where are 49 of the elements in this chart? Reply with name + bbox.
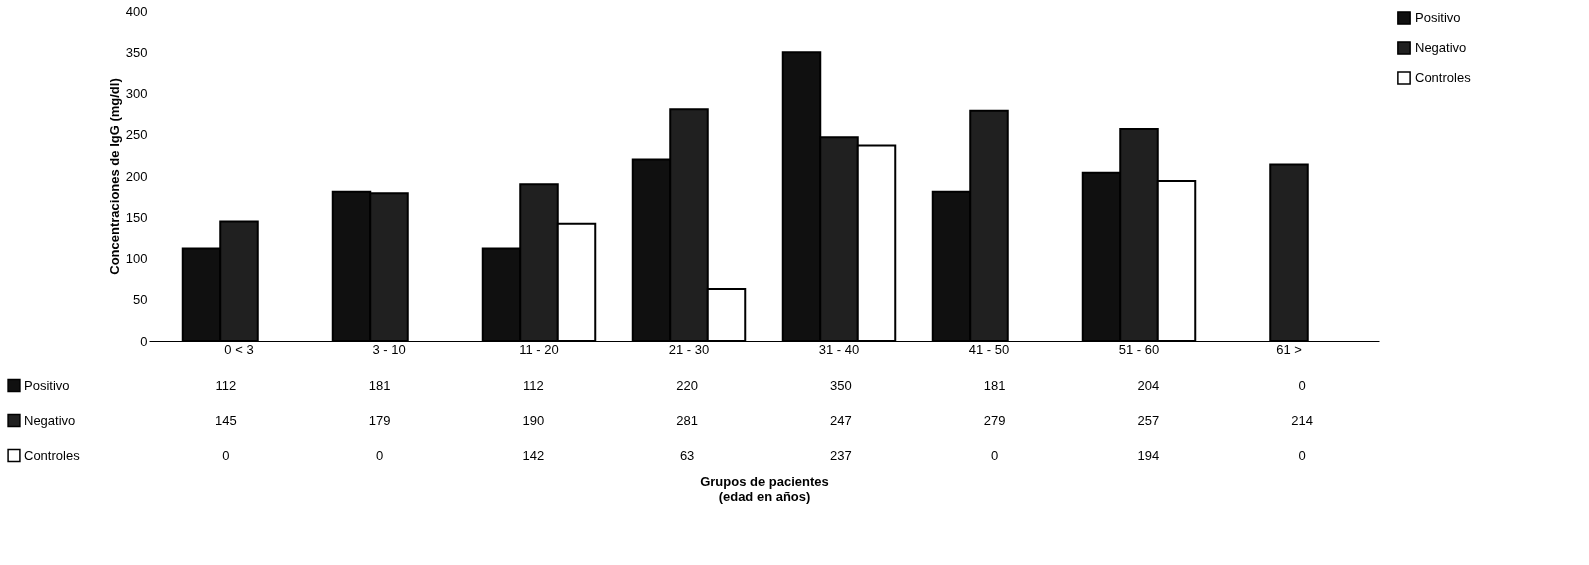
- data-label: 204: [1137, 377, 1160, 393]
- legend-label: Controles: [1415, 70, 1472, 85]
- y-tick-label: 200: [125, 168, 148, 184]
- data-label: 142: [522, 447, 545, 463]
- data-label: 247: [830, 412, 852, 428]
- y-axis-title: Concentraciones de IgG (mg/dl): [106, 78, 122, 275]
- data-label: 237: [830, 447, 852, 463]
- y-tick-label: 0: [140, 333, 148, 349]
- text: Grupos de pacientes (edad en años): [700, 473, 829, 504]
- y-tick-label: 350: [125, 44, 148, 60]
- data-label: 0: [376, 447, 384, 463]
- data-label: 350: [830, 377, 852, 393]
- y-tick-label: 50: [133, 292, 148, 308]
- data-label: 214: [1291, 412, 1313, 428]
- data-label: 112: [523, 377, 544, 393]
- y-tick-label: 300: [125, 86, 148, 101]
- x-tick-label: 0 < 3: [224, 341, 254, 357]
- legend-label: Positivo: [24, 377, 70, 393]
- data-label: 194: [1137, 447, 1160, 463]
- data-label: 181: [368, 377, 391, 393]
- data-label: 257: [1137, 412, 1160, 428]
- x-tick-label: 3 - 10: [372, 341, 406, 357]
- x-tick-label: 41 - 50: [968, 341, 1010, 357]
- text: Negativo: [24, 412, 76, 428]
- y-tick-label: 150: [125, 209, 148, 225]
- text: Positivo: [1415, 10, 1461, 25]
- x-tick-label: 51 - 60: [1118, 341, 1160, 357]
- x-tick-label: 61 >: [1276, 341, 1302, 357]
- x-tick-label: 11 - 20: [519, 341, 559, 357]
- data-label: 220: [676, 377, 698, 393]
- data-label: 0: [1298, 377, 1306, 393]
- x-tick-label: 31 - 40: [818, 341, 860, 357]
- data-label: 145: [215, 412, 237, 428]
- y-tick-label: 250: [125, 127, 148, 143]
- legend-label: Negativo: [1415, 40, 1467, 55]
- data-label: 63: [679, 447, 695, 463]
- y-tick-label: 400: [125, 3, 148, 19]
- data-label: 190: [522, 412, 545, 428]
- data-label: 279: [983, 412, 1006, 428]
- data-label: 112: [215, 377, 237, 393]
- x-tick-label: 21 - 30: [668, 341, 710, 357]
- data-label: 179: [368, 412, 391, 428]
- text: Controles: [24, 447, 80, 463]
- y-tick-label: 100: [125, 251, 148, 266]
- data-label: 0: [991, 447, 999, 463]
- data-label: 281: [676, 412, 698, 428]
- data-label: 0: [222, 447, 230, 463]
- data-label: 181: [983, 377, 1006, 393]
- data-label: 0: [1298, 447, 1306, 463]
